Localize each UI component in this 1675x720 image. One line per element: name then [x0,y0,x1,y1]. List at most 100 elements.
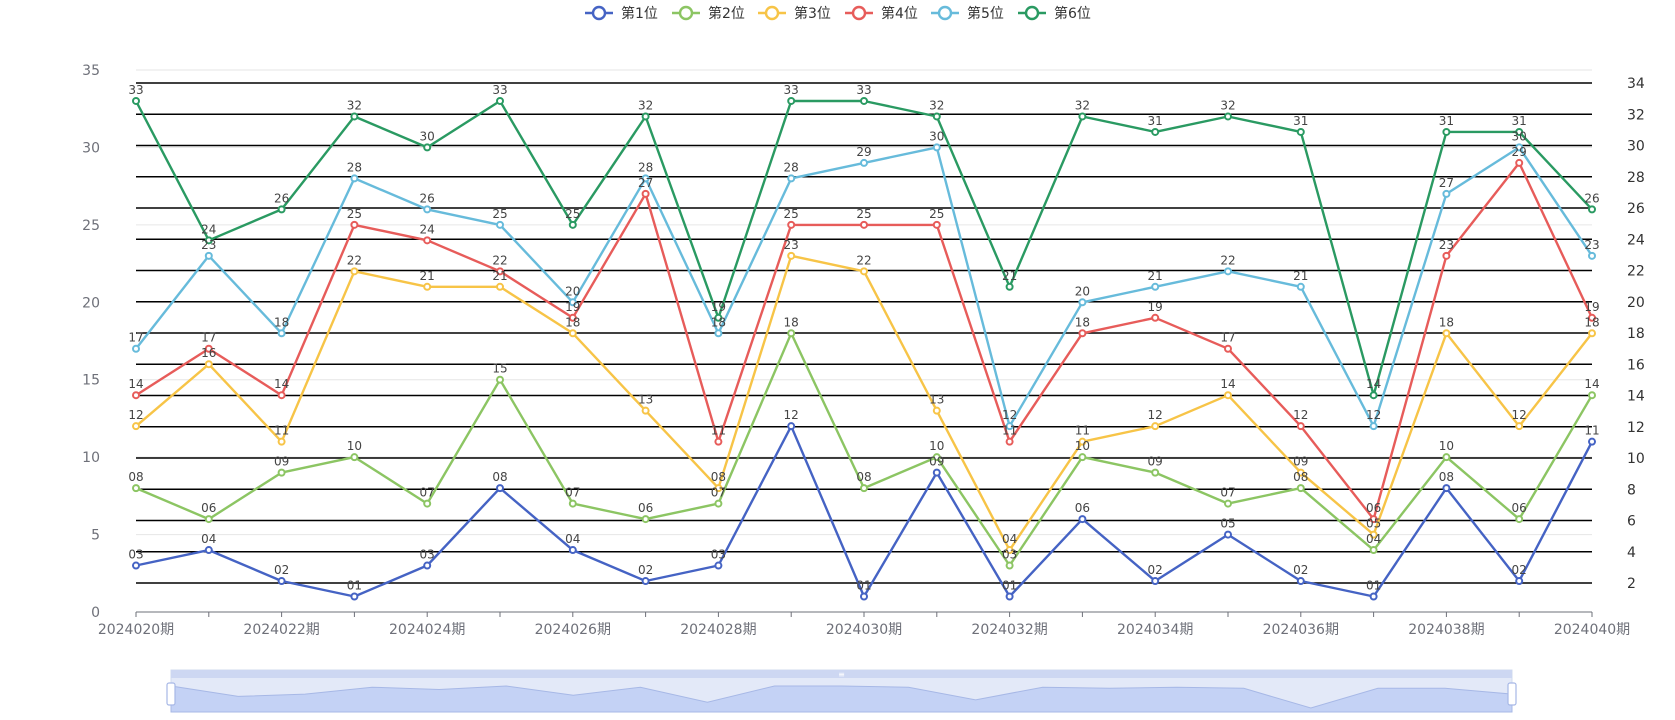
data-point[interactable] [132,96,140,105]
data-point[interactable] [860,484,868,493]
data-point[interactable] [1151,313,1160,322]
data-point[interactable] [1005,422,1014,431]
data-point[interactable] [1151,422,1160,431]
legend-item[interactable]: 第1位 [585,5,658,22]
data-point[interactable] [1296,282,1305,291]
data-point[interactable] [1296,127,1305,136]
data-point[interactable] [1078,515,1087,524]
data-point[interactable] [1369,422,1378,431]
data-point[interactable] [1515,422,1524,431]
data-point[interactable] [932,220,941,229]
data-point[interactable] [1515,127,1524,136]
data-point[interactable] [496,96,504,105]
data-point[interactable] [1515,577,1524,586]
data-point[interactable] [423,236,432,245]
data-point[interactable] [932,112,941,121]
data-point[interactable] [714,329,723,338]
data-point[interactable] [1005,561,1014,570]
zoom-handle[interactable] [166,682,176,706]
data-point[interactable] [132,422,140,431]
data-point[interactable] [277,437,286,446]
data-point[interactable] [1369,515,1378,524]
data-point[interactable] [787,220,796,229]
data-point[interactable] [204,360,213,369]
data-point[interactable] [132,484,140,493]
data-point[interactable] [496,220,504,229]
data-point[interactable] [860,158,868,167]
data-point[interactable] [568,298,577,307]
data-point[interactable] [1078,298,1087,307]
data-point[interactable] [714,561,723,570]
data-point[interactable] [641,189,650,198]
data-point[interactable] [641,112,650,121]
data-point[interactable] [204,546,213,555]
data-point[interactable] [1078,329,1087,338]
zoom-drag-grip-icon[interactable]: ≡ [838,670,845,679]
data-point[interactable] [714,437,723,446]
legend-item[interactable]: 第3位 [758,5,831,22]
data-point[interactable] [132,391,140,400]
data-point[interactable] [1369,546,1378,555]
data-point[interactable] [204,251,213,260]
data-point[interactable] [932,143,941,152]
data-point[interactable] [1369,592,1378,601]
data-point[interactable] [568,499,577,508]
data-point[interactable] [1515,515,1524,524]
data-point[interactable] [1296,577,1305,586]
data-point[interactable] [350,267,359,276]
data-point[interactable] [204,236,213,245]
data-point[interactable] [932,468,941,477]
data-point[interactable] [1442,329,1451,338]
data-point[interactable] [1224,267,1232,276]
data-point[interactable] [787,251,796,260]
data-point[interactable] [423,561,432,570]
data-point[interactable] [1588,391,1596,400]
data-point[interactable] [860,220,868,229]
data-point[interactable] [1442,127,1451,136]
data-point[interactable] [1588,205,1596,214]
legend-item[interactable]: 第5位 [931,5,1004,22]
data-point[interactable] [350,220,359,229]
legend-item[interactable]: 第2位 [672,5,745,22]
data-point[interactable] [1224,344,1232,353]
data-point[interactable] [568,313,577,322]
data-point[interactable] [132,344,140,353]
data-point[interactable] [568,546,577,555]
data-point[interactable] [496,484,504,493]
data-point[interactable] [277,205,286,214]
data-point[interactable] [787,422,796,431]
data-point[interactable] [496,267,504,276]
data-point[interactable] [1515,158,1524,167]
data-point[interactable] [641,406,650,415]
data-point[interactable] [496,375,504,384]
data-point[interactable] [860,96,868,105]
data-point[interactable] [132,561,140,570]
data-point[interactable] [1515,143,1524,152]
data-point[interactable] [860,592,868,601]
series-points[interactable] [132,96,1596,601]
legend-item[interactable]: 第4位 [845,5,918,22]
data-point[interactable] [1588,437,1596,446]
data-point[interactable] [423,143,432,152]
data-point[interactable] [1369,391,1378,400]
data-point[interactable] [204,515,213,524]
data-point[interactable] [1005,592,1014,601]
data-point[interactable] [787,174,796,183]
data-point[interactable] [714,499,723,508]
data-point[interactable] [277,391,286,400]
data-point[interactable] [641,515,650,524]
data-point[interactable] [714,313,723,322]
data-point[interactable] [860,267,868,276]
data-point[interactable] [787,329,796,338]
data-point[interactable] [1588,251,1596,260]
data-point[interactable] [1151,577,1160,586]
data-point[interactable] [1005,437,1014,446]
data-point[interactable] [1588,329,1596,338]
data-point[interactable] [350,112,359,121]
zoom-handle[interactable] [1507,682,1517,706]
data-point[interactable] [1078,437,1087,446]
legend[interactable]: 第1位 第2位 第3位 第4位 第5位 第6位 [585,5,1091,22]
data-point[interactable] [1078,453,1087,462]
data-point[interactable] [350,174,359,183]
data-zoom-slider[interactable]: ≡ [166,669,1517,713]
